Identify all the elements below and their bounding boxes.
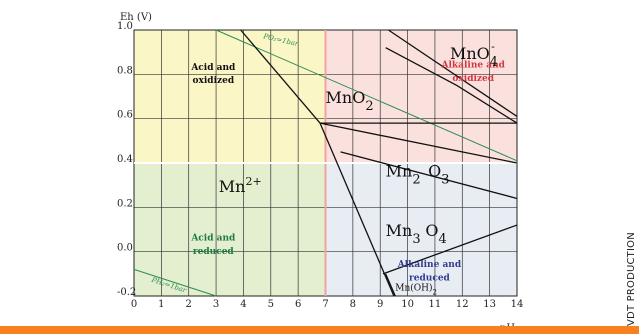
species-label: MnO2: [326, 88, 374, 114]
quadrant-backgrounds: [134, 30, 517, 296]
x-tick-label: 4: [240, 299, 246, 310]
region-dividers: [134, 30, 517, 296]
x-tick-label: 10: [401, 299, 414, 310]
y-tick-label: 0.8: [117, 65, 133, 76]
y-tick-label: 1.0: [117, 21, 133, 32]
species-label: Mn2+: [219, 175, 262, 196]
phase-boundaries: [240, 29, 518, 297]
boundary-mno2-mno4-lower: [385, 47, 518, 124]
species-label: Mn3: [386, 221, 421, 247]
y-tick-label: -0.2: [117, 287, 136, 298]
species-label: MnO4-: [450, 40, 498, 70]
quadrant-acid-reduced: [134, 163, 326, 296]
bottom-accent-bar: [0, 326, 639, 334]
water-line-0: [215, 29, 518, 162]
quadrant-label: Alkaline and: [397, 260, 462, 270]
quadrant-label: oxidized: [193, 76, 235, 86]
boundary-mn2-mno2: [240, 29, 321, 124]
quadrant-label: reduced: [409, 273, 451, 283]
water-line-1: [133, 268, 217, 297]
x-tick-label: 11: [429, 299, 442, 310]
x-tick-label: 6: [295, 299, 301, 310]
credit-text: VDT PRODUCTION: [626, 232, 637, 326]
x-tick-label: 9: [377, 299, 383, 310]
x-tick-label: 8: [350, 299, 356, 310]
boundary-mn3o4-mnoh2: [382, 224, 518, 275]
boundary-mno2-mno4-upper: [388, 29, 518, 117]
species-label: O4: [425, 221, 446, 247]
x-tick-label: 1: [158, 299, 164, 310]
quadrant-label: Acid and: [190, 234, 236, 244]
x-tick-label: 3: [213, 299, 219, 310]
quadrant-label: reduced: [193, 247, 235, 257]
y-tick-label: 0.4: [117, 154, 133, 165]
y-axis-label: Eh (V): [120, 12, 152, 23]
y-tick-label: 0.2: [117, 198, 133, 209]
x-tick-label: 12: [456, 299, 469, 310]
quadrant-alkaline-reduced: [325, 163, 517, 296]
boundary-mn2o3-mn3o4: [340, 151, 518, 200]
species-label: Mn(OH)2: [395, 282, 437, 296]
x-tick-label: 5: [268, 299, 274, 310]
boundary-mno2-mn2o3: [319, 122, 518, 164]
quadrant-label: oxidized: [452, 74, 494, 84]
x-tick-label: 7: [322, 299, 328, 310]
boundary-mn2-mn2o3: [319, 122, 395, 297]
x-tick-label: 14: [511, 299, 524, 310]
quadrant-labels: Acid and oxidized Alkaline and oxidized Acid…: [190, 61, 505, 284]
x-tick-label: 13: [483, 299, 496, 310]
boundary-mnoh2-left: [385, 273, 396, 297]
quadrant-label: Alkaline and: [441, 61, 506, 71]
axis-ticks: 0 1 2 3 4 5 6 7 8 9 10 11 12 13 141.00.80.60.40.20.0-0…: [117, 21, 523, 310]
y-tick-label: 0.0: [117, 243, 133, 254]
quadrant-label: Acid and: [190, 63, 236, 73]
x-tick-label: 0: [131, 299, 137, 310]
species-label: Mn2: [386, 161, 421, 187]
y-tick-label: 0.6: [117, 110, 133, 121]
species-labels: MnO4- MnO2 Mn2+ Mn2 O3 Mn3 O4 Mn(OH)2: [219, 40, 498, 297]
species-label: O3: [428, 161, 449, 187]
quadrant-acid-oxidized: [134, 30, 326, 163]
x-tick-label: 2: [186, 299, 192, 310]
